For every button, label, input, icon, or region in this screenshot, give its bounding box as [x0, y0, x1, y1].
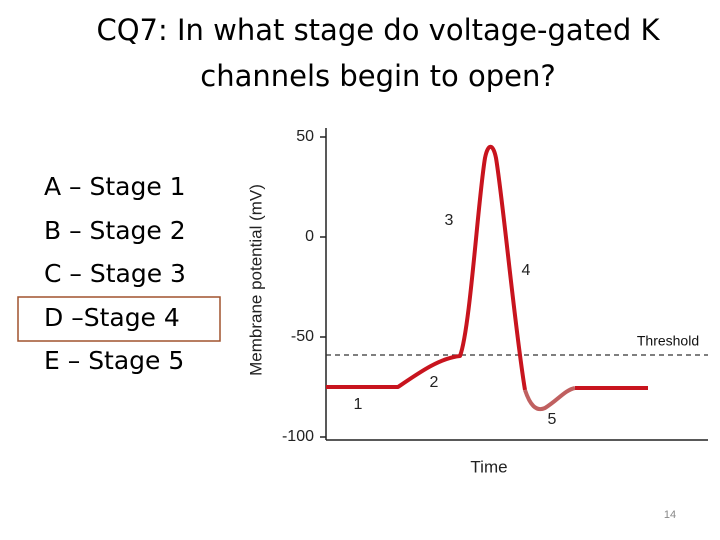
title-line: channels begin to open?	[200, 59, 556, 93]
option[interactable]: B – Stage 2	[44, 216, 186, 245]
stage-label: 1	[354, 396, 363, 413]
x-axis-label: Time	[470, 457, 507, 476]
action-potential-curve	[326, 144, 527, 391]
stage-label: 5	[548, 411, 557, 428]
hyperpolarization-curve	[523, 386, 576, 411]
title-line: CQ7: In what stage do voltage-gated K	[96, 13, 660, 47]
threshold-label: Threshold	[637, 333, 699, 349]
option[interactable]: A – Stage 1	[44, 172, 186, 201]
option[interactable]: D –Stage 4	[44, 303, 180, 332]
y-tick-label: -100	[282, 428, 314, 445]
y-axis-label: Membrane potential (mV)	[246, 184, 265, 376]
stage-label: 4	[522, 262, 531, 279]
page-number: 14	[664, 509, 676, 521]
y-tick-label: 0	[305, 228, 314, 245]
option[interactable]: E – Stage 5	[44, 346, 184, 375]
answer-box	[17, 296, 221, 342]
stage-label: 3	[445, 212, 454, 229]
stage-label: 2	[430, 374, 439, 391]
option[interactable]: C – Stage 3	[44, 259, 186, 288]
y-tick-label: -50	[291, 328, 314, 345]
y-tick-label: 50	[296, 128, 314, 145]
